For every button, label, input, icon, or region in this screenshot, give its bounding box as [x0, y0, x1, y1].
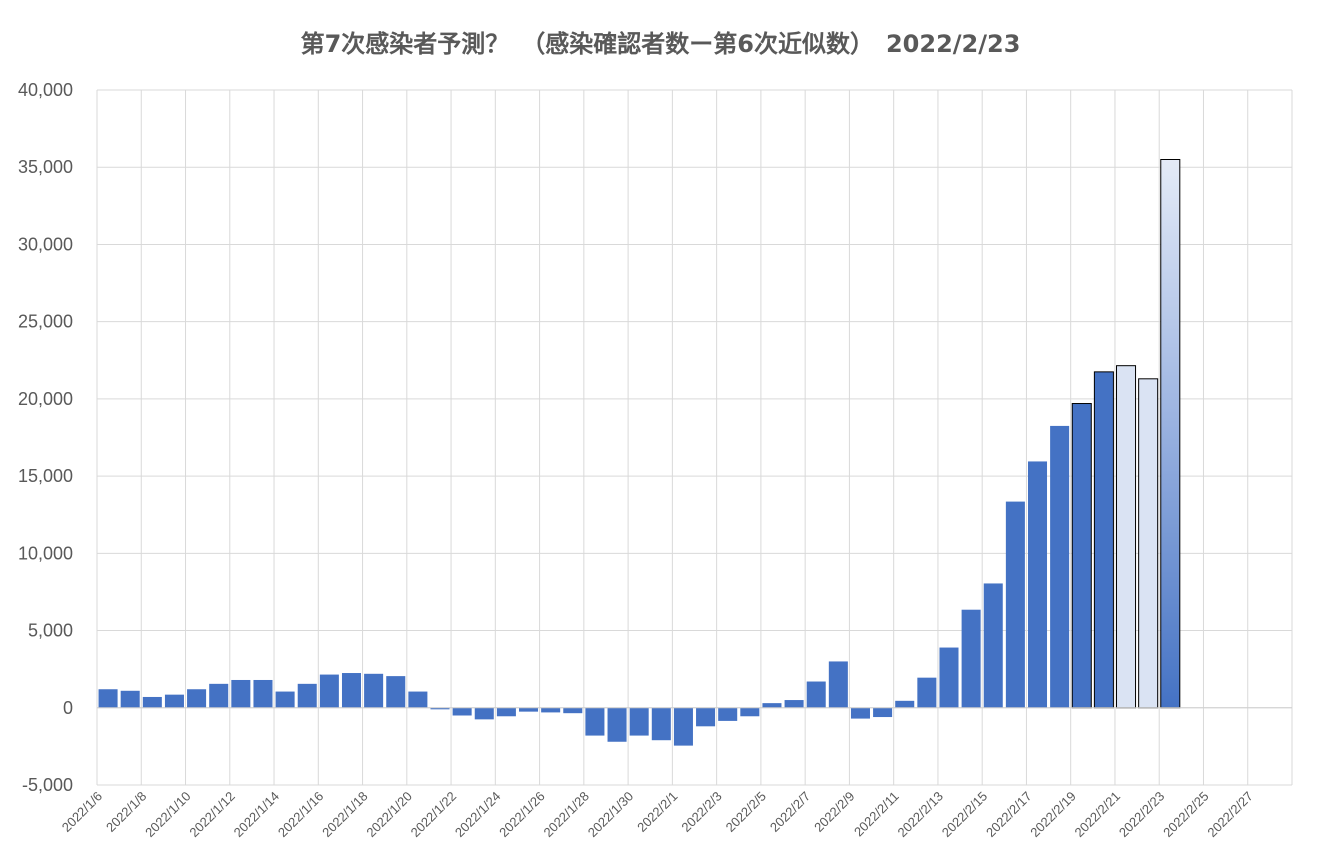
bar	[718, 707, 738, 721]
x-tick-label: 2022/2/17	[983, 789, 1035, 841]
x-tick-label: 2022/2/13	[895, 789, 947, 841]
y-tick-label: 20,000	[18, 389, 73, 409]
x-tick-label: 2022/2/15	[939, 789, 991, 841]
bar	[1160, 159, 1181, 709]
y-tick-label: 5,000	[28, 621, 73, 641]
y-tick-label: 25,000	[18, 312, 73, 332]
bar	[1071, 403, 1092, 709]
x-tick-label: 2022/2/21	[1072, 789, 1124, 841]
bar	[253, 679, 273, 708]
x-tick-label: 2022/1/22	[408, 789, 460, 841]
bar	[696, 707, 716, 727]
y-tick-label: 15,000	[18, 466, 73, 486]
x-tick-label: 2022/1/12	[186, 789, 238, 841]
bar	[607, 707, 627, 742]
bar	[364, 673, 384, 708]
bar	[828, 661, 848, 708]
x-tick-label: 2022/2/1	[634, 789, 680, 835]
y-tick-label: 30,000	[18, 234, 73, 254]
x-tick-label: 2022/1/16	[275, 789, 327, 841]
bar	[474, 707, 494, 720]
bar	[673, 707, 693, 746]
chart-title: 第7次感染者予測？ （感染確認者数ー第6次近似数） 2022/2/23	[300, 30, 1021, 58]
bar	[275, 691, 295, 708]
bar	[98, 689, 118, 708]
bar	[142, 696, 162, 708]
grid-layer	[96, 89, 1293, 786]
x-tick-label: 2022/2/25	[1160, 789, 1212, 841]
bar	[895, 700, 915, 708]
bar	[541, 707, 561, 713]
x-tick-label: 2022/1/20	[363, 789, 415, 841]
bar	[120, 690, 140, 708]
bar	[496, 707, 516, 717]
x-tick-label: 2022/1/28	[540, 789, 592, 841]
bar	[1093, 371, 1114, 709]
bar	[762, 703, 782, 708]
bar	[386, 676, 406, 708]
x-tick-label: 2022/2/7	[767, 789, 813, 835]
bar	[983, 583, 1003, 708]
y-tick-label: 35,000	[18, 157, 73, 177]
bar	[1027, 461, 1048, 708]
x-tick-label: 2022/1/14	[231, 789, 283, 841]
x-tick-label: 2022/1/18	[319, 789, 371, 841]
bar	[164, 694, 184, 708]
x-tick-label: 2022/2/5	[723, 789, 769, 835]
bar	[740, 707, 760, 717]
y-tick-label: 10,000	[18, 543, 73, 563]
x-tick-label: 2022/1/30	[585, 789, 637, 841]
bar	[452, 707, 472, 716]
y-tick-label: -5,000	[22, 775, 73, 795]
x-tick-label: 2022/1/26	[496, 789, 548, 841]
bar	[187, 689, 207, 708]
x-tick-label: 2022/1/24	[452, 789, 504, 841]
y-tick-label: 40,000	[18, 80, 73, 100]
bar	[1005, 501, 1025, 708]
y-tick-label: 0	[63, 698, 73, 718]
bar	[784, 700, 804, 708]
x-tick-label: 2022/2/23	[1116, 789, 1168, 841]
bar	[319, 674, 339, 708]
bar	[1138, 378, 1159, 709]
x-tick-label: 2022/2/19	[1027, 789, 1079, 841]
bar	[563, 707, 583, 714]
bar	[297, 683, 317, 708]
bar	[341, 673, 362, 708]
bar	[1050, 425, 1070, 708]
x-tick-label: 2022/2/3	[678, 789, 724, 835]
bar	[806, 681, 826, 708]
x-tick-label: 2022/2/27	[1204, 789, 1256, 841]
x-tick-label: 2022/2/11	[851, 789, 902, 840]
bar	[430, 707, 450, 710]
bar	[629, 707, 649, 736]
bar-layer	[98, 159, 1181, 746]
bar	[873, 707, 893, 718]
bar	[939, 647, 959, 708]
bar	[585, 707, 605, 736]
bar	[917, 677, 937, 708]
bar	[651, 707, 671, 741]
bar	[231, 679, 251, 708]
bar	[408, 691, 428, 708]
bar	[850, 707, 870, 719]
bar	[961, 609, 981, 708]
bar	[1116, 365, 1137, 709]
bar	[209, 683, 229, 708]
bar	[519, 707, 539, 712]
x-tick-label: 2022/1/6	[59, 789, 105, 835]
x-tick-label: 2022/1/10	[142, 789, 194, 841]
